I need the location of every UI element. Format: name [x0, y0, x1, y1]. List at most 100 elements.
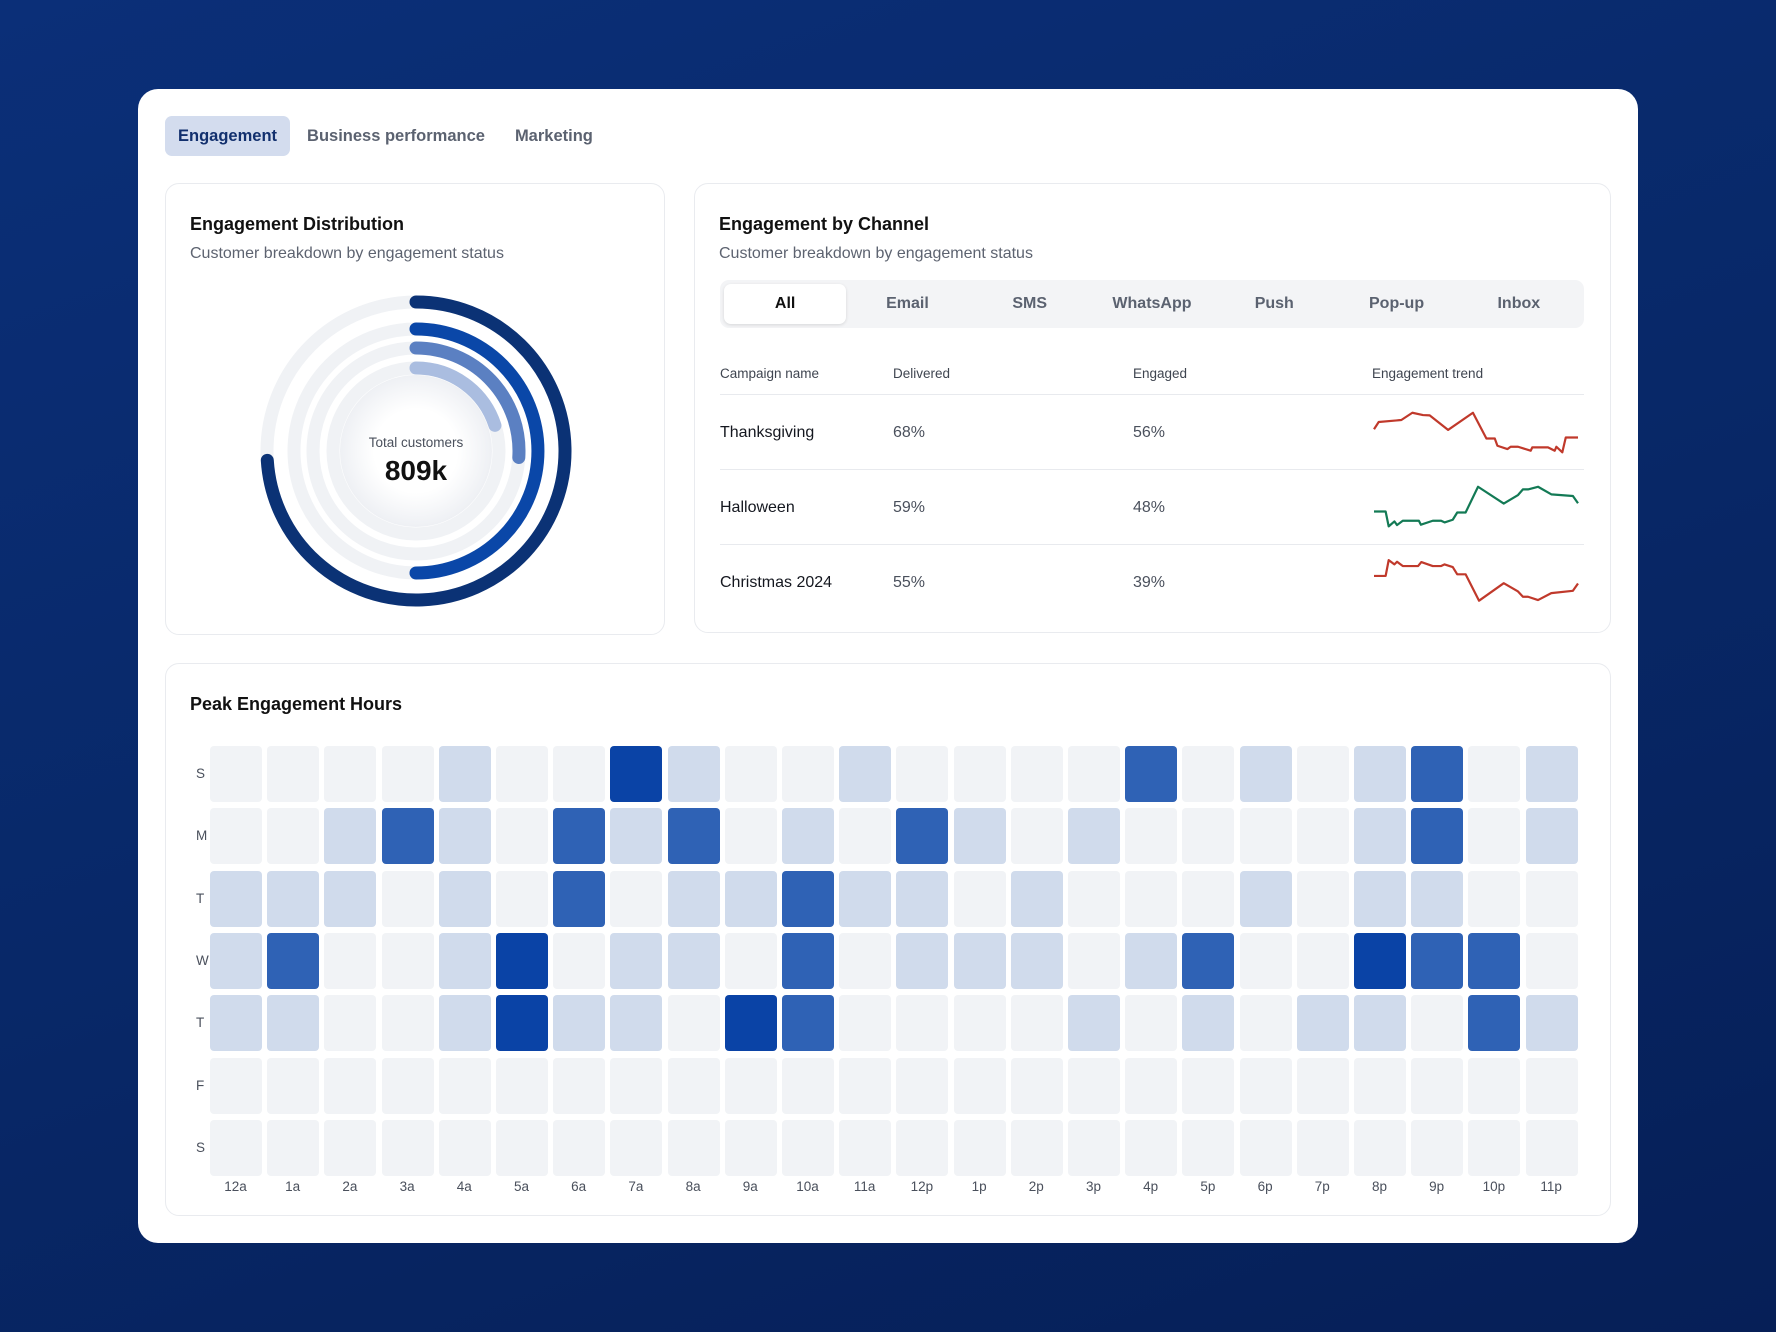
heatmap-cell[interactable]: [667, 746, 720, 802]
heatmap-cell[interactable]: [839, 995, 892, 1052]
heatmap-cell[interactable]: [210, 870, 262, 927]
heatmap-cell[interactable]: [1525, 1057, 1578, 1114]
heatmap-cell[interactable]: [1239, 870, 1292, 927]
heatmap-cell[interactable]: [1468, 1119, 1521, 1176]
heatmap-cell[interactable]: [438, 995, 491, 1052]
heatmap-cell[interactable]: [896, 1119, 949, 1176]
heatmap-cell[interactable]: [1354, 1119, 1406, 1176]
heatmap-cell[interactable]: [1182, 1057, 1235, 1114]
heatmap-cell[interactable]: [1354, 932, 1406, 989]
heatmap-cell[interactable]: [267, 808, 320, 865]
heatmap-cell[interactable]: [839, 870, 892, 927]
filter-email[interactable]: Email: [886, 295, 929, 312]
heatmap-cell[interactable]: [496, 1119, 548, 1176]
heatmap-cell[interactable]: [1239, 1119, 1292, 1176]
heatmap-cell[interactable]: [1468, 808, 1521, 865]
heatmap-cell[interactable]: [324, 1119, 377, 1176]
heatmap-cell[interactable]: [381, 808, 434, 865]
heatmap-cell[interactable]: [553, 746, 606, 802]
filter-whatsapp[interactable]: WhatsApp: [1112, 295, 1192, 312]
heatmap-cell[interactable]: [210, 808, 262, 865]
heatmap-cell[interactable]: [1296, 746, 1349, 802]
heatmap-cell[interactable]: [724, 932, 777, 989]
heatmap-cell[interactable]: [1411, 995, 1464, 1052]
heatmap-cell[interactable]: [1182, 870, 1235, 927]
heatmap-cell[interactable]: [896, 746, 949, 802]
heatmap-cell[interactable]: [1525, 870, 1578, 927]
heatmap-cell[interactable]: [1010, 995, 1063, 1052]
heatmap-cell[interactable]: [1468, 1057, 1521, 1114]
heatmap-cell[interactable]: [210, 1119, 262, 1176]
heatmap-cell[interactable]: [267, 746, 320, 802]
heatmap-cell[interactable]: [953, 1119, 1006, 1176]
heatmap-cell[interactable]: [210, 995, 262, 1052]
heatmap-cell[interactable]: [1296, 808, 1349, 865]
table-row[interactable]: Christmas 2024 55% 39%: [720, 544, 1584, 619]
filter-sms[interactable]: SMS: [1012, 295, 1048, 312]
heatmap-cell[interactable]: [610, 1119, 663, 1176]
heatmap-cell[interactable]: [438, 1057, 491, 1114]
heatmap-cell[interactable]: [782, 995, 834, 1052]
heatmap-cell[interactable]: [1239, 808, 1292, 865]
heatmap-cell[interactable]: [1182, 995, 1235, 1052]
heatmap-cell[interactable]: [667, 932, 720, 989]
heatmap-cell[interactable]: [896, 1057, 949, 1114]
heatmap-cell[interactable]: [1296, 1057, 1349, 1114]
heatmap-cell[interactable]: [953, 808, 1006, 865]
heatmap-cell[interactable]: [782, 1057, 834, 1114]
tab-business-performance[interactable]: Business performance: [307, 126, 485, 145]
heatmap-cell[interactable]: [496, 870, 548, 927]
heatmap-cell[interactable]: [1468, 870, 1521, 927]
heatmap-cell[interactable]: [438, 746, 491, 802]
heatmap-cell[interactable]: [381, 1119, 434, 1176]
heatmap-cell[interactable]: [839, 746, 892, 802]
heatmap-cell[interactable]: [1125, 1057, 1178, 1114]
heatmap-cell[interactable]: [667, 1119, 720, 1176]
heatmap-cell[interactable]: [782, 808, 834, 865]
heatmap-cell[interactable]: [1354, 995, 1406, 1052]
heatmap-cell[interactable]: [1354, 808, 1406, 865]
heatmap-cell[interactable]: [1468, 995, 1521, 1052]
heatmap-cell[interactable]: [782, 1119, 834, 1176]
heatmap-cell[interactable]: [1296, 932, 1349, 989]
heatmap-cell[interactable]: [1125, 746, 1178, 802]
heatmap-cell[interactable]: [1010, 1119, 1063, 1176]
heatmap-cell[interactable]: [1125, 870, 1178, 927]
heatmap-cell[interactable]: [1525, 746, 1578, 802]
heatmap-cell[interactable]: [1068, 995, 1120, 1052]
heatmap-cell[interactable]: [953, 870, 1006, 927]
heatmap-cell[interactable]: [1239, 995, 1292, 1052]
heatmap-cell[interactable]: [381, 870, 434, 927]
heatmap-cell[interactable]: [496, 932, 548, 989]
heatmap-cell[interactable]: [553, 870, 606, 927]
heatmap-cell[interactable]: [1525, 808, 1578, 865]
heatmap-cell[interactable]: [438, 808, 491, 865]
heatmap-cell[interactable]: [953, 1057, 1006, 1114]
heatmap-cell[interactable]: [610, 870, 663, 927]
heatmap-cell[interactable]: [267, 1057, 320, 1114]
heatmap-cell[interactable]: [1239, 1057, 1292, 1114]
heatmap-cell[interactable]: [553, 808, 606, 865]
heatmap-cell[interactable]: [1525, 995, 1578, 1052]
heatmap-cell[interactable]: [1182, 1119, 1235, 1176]
heatmap-cell[interactable]: [1411, 870, 1464, 927]
heatmap-cell[interactable]: [1125, 932, 1178, 989]
heatmap-cell[interactable]: [1239, 932, 1292, 989]
heatmap-cell[interactable]: [381, 932, 434, 989]
heatmap-cell[interactable]: [1525, 1119, 1578, 1176]
heatmap-cell[interactable]: [1010, 932, 1063, 989]
heatmap-cell[interactable]: [1068, 746, 1120, 802]
heatmap-cell[interactable]: [724, 746, 777, 802]
heatmap-cell[interactable]: [1125, 808, 1178, 865]
heatmap-cell[interactable]: [610, 808, 663, 865]
heatmap-cell[interactable]: [553, 1119, 606, 1176]
heatmap-cell[interactable]: [324, 1057, 377, 1114]
heatmap-cell[interactable]: [667, 808, 720, 865]
heatmap-cell[interactable]: [1125, 1119, 1178, 1176]
heatmap-cell[interactable]: [1010, 1057, 1063, 1114]
heatmap-cell[interactable]: [1010, 808, 1063, 865]
heatmap-cell[interactable]: [953, 746, 1006, 802]
heatmap-cell[interactable]: [1296, 870, 1349, 927]
heatmap-cell[interactable]: [210, 932, 262, 989]
heatmap-cell[interactable]: [610, 995, 663, 1052]
